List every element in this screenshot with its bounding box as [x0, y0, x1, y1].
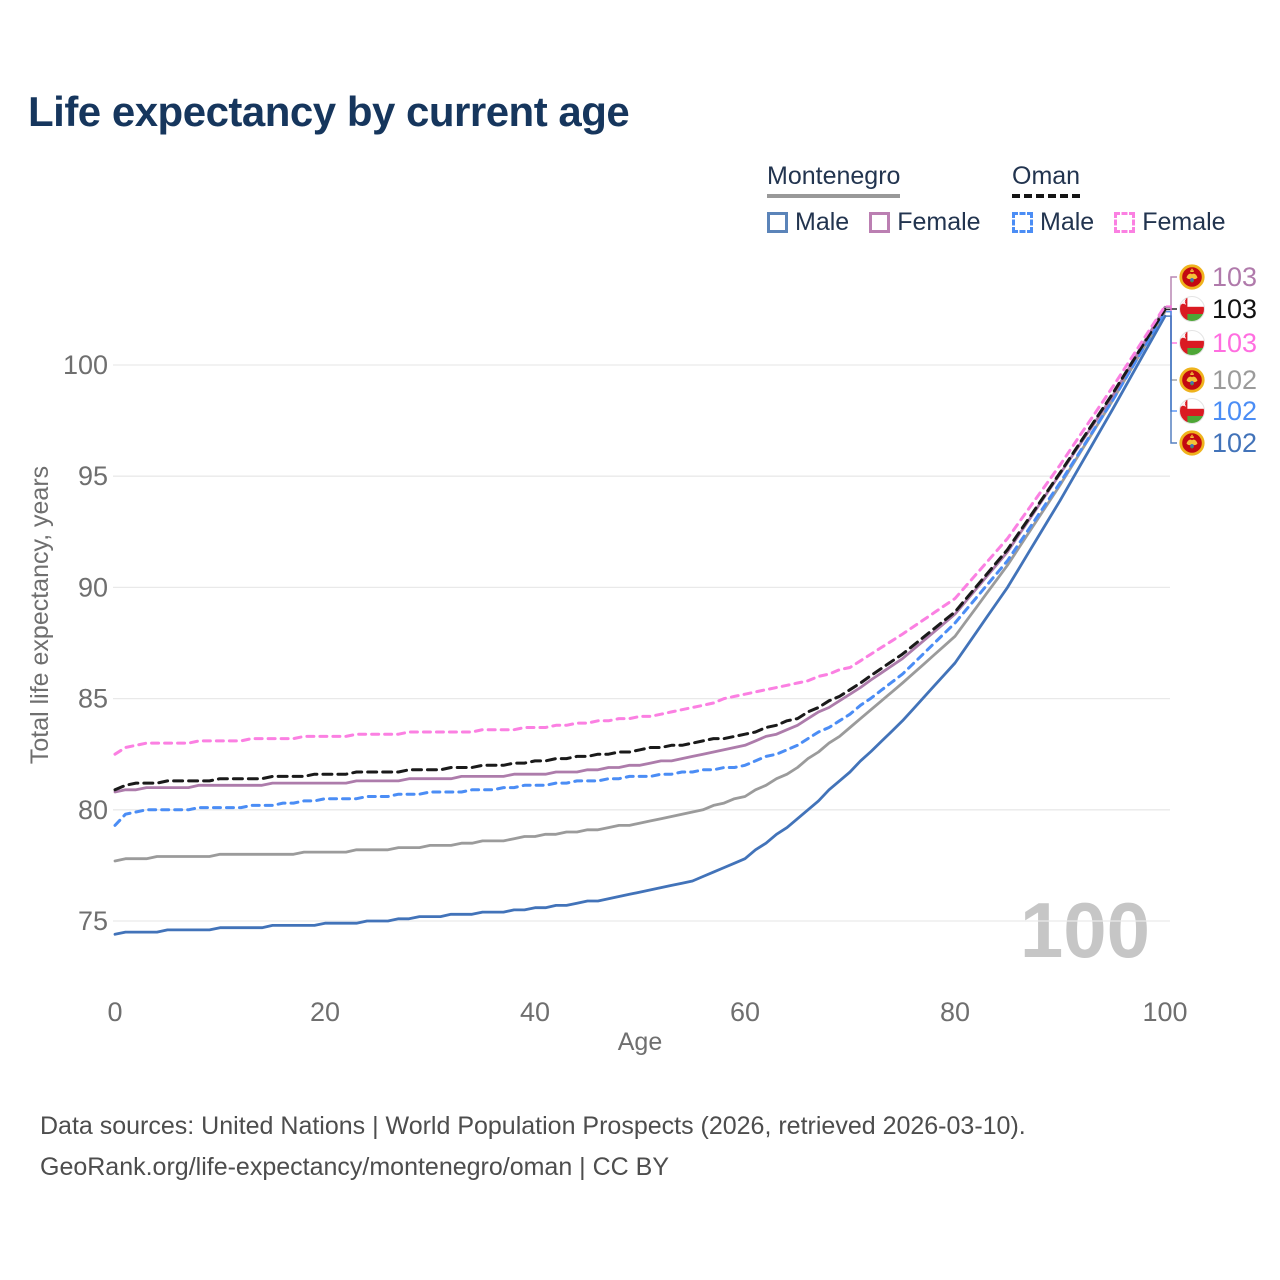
y-tick-label: 80 — [78, 795, 108, 825]
oman-flag-icon — [1179, 296, 1205, 322]
x-tick-label: 20 — [310, 997, 340, 1027]
end-value-label: 102 — [1212, 396, 1257, 426]
x-tick-label: 0 — [107, 997, 122, 1027]
series-line-montenegro-both-sexes[interactable] — [113, 310, 1167, 863]
data-sources-text: Data sources: United Nations | World Pop… — [40, 1112, 1026, 1140]
y-tick-label: 85 — [78, 684, 108, 714]
x-tick-label: 40 — [520, 997, 550, 1027]
end-value-label: 103 — [1212, 328, 1257, 358]
legend-header-montenegro[interactable]: Montenegro — [767, 162, 901, 198]
gridlines — [113, 364, 1170, 922]
montenegro-male-swatch-icon[interactable] — [767, 212, 788, 233]
y-axis-title: Total life expectancy, years — [26, 466, 54, 764]
legend-group-montenegro: Montenegro Male Female — [767, 162, 1001, 237]
y-axis-tick-labels: 75 80 85 90 95 100 — [63, 350, 108, 936]
legend-item-oman-female[interactable]: Female — [1114, 208, 1226, 237]
end-value-label: 103 — [1212, 294, 1257, 324]
y-tick-label: 90 — [78, 572, 108, 602]
oman-female-swatch-icon[interactable] — [1114, 212, 1136, 233]
end-value-label: 102 — [1212, 365, 1257, 395]
end-label-connectors — [1166, 276, 1177, 444]
x-tick-label: 80 — [940, 997, 970, 1027]
x-axis-title: Age — [618, 1028, 662, 1056]
legend-item-label: Female — [1142, 208, 1226, 236]
legend-row-montenegro: Male Female — [767, 208, 1001, 237]
oman-flag-icon — [1179, 330, 1205, 356]
y-tick-label: 100 — [63, 350, 108, 380]
end-value-label: 103 — [1212, 262, 1257, 292]
attribution-text: GeoRank.org/life-expectancy/montenegro/o… — [40, 1152, 670, 1181]
legend-item-label: Male — [1040, 208, 1095, 236]
montenegro-flag-icon — [1179, 367, 1205, 393]
end-label-connector — [1166, 276, 1177, 308]
legend-header-oman[interactable]: Oman — [1012, 162, 1081, 198]
legend-item-oman-male[interactable]: Male — [1012, 208, 1094, 237]
series-lines — [113, 304, 1167, 936]
oman-flag-icon — [1179, 398, 1205, 424]
end-label-connector — [1166, 315, 1177, 444]
legend-group-oman: Oman Male Female — [1012, 162, 1246, 237]
series-line-montenegro-male[interactable] — [113, 314, 1167, 936]
oman-male-swatch-icon[interactable] — [1012, 212, 1033, 233]
y-tick-label: 75 — [78, 906, 108, 936]
age-watermark: 100 — [1020, 886, 1150, 974]
y-tick-label: 95 — [78, 461, 108, 491]
chart-title: Life expectancy by current age — [28, 88, 630, 135]
legend-item-label: Male — [795, 208, 850, 236]
x-tick-label: 100 — [1142, 997, 1187, 1027]
x-axis-tick-labels: 0 20 40 60 80 100 — [107, 997, 1187, 1027]
montenegro-female-swatch-icon[interactable] — [869, 212, 891, 233]
series-line-oman-both-sexes[interactable] — [113, 307, 1167, 792]
series-line-oman-male[interactable] — [113, 310, 1167, 827]
legend-row-oman: Male Female — [1012, 208, 1246, 237]
footer: Data sources: United Nations | World Pop… — [40, 1106, 1026, 1187]
legend-item-montenegro-female[interactable]: Female — [869, 208, 981, 237]
montenegro-flag-icon — [1179, 430, 1205, 456]
end-value-label: 102 — [1212, 428, 1257, 458]
x-tick-label: 60 — [730, 997, 760, 1027]
series-line-oman-female[interactable] — [113, 304, 1167, 756]
montenegro-flag-icon — [1179, 264, 1205, 290]
legend-item-label: Female — [897, 208, 981, 236]
legend-item-montenegro-male[interactable]: Male — [767, 208, 849, 237]
